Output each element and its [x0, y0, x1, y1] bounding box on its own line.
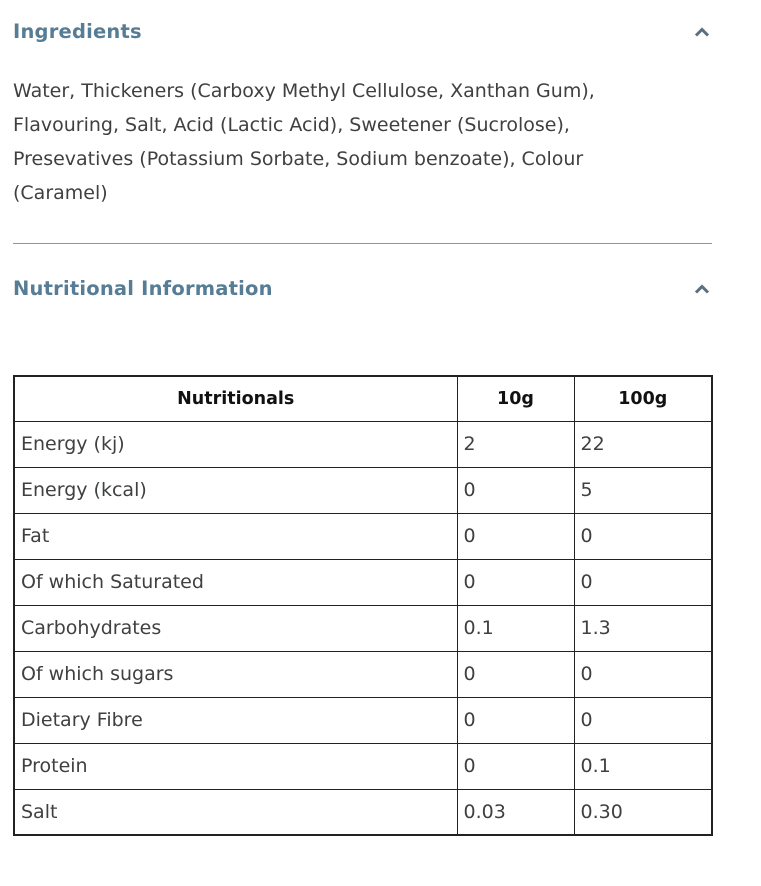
value-100g: 5 [573, 466, 713, 514]
value-10g: 0 [456, 558, 575, 606]
value-10g: 0 [456, 696, 575, 744]
value-100g: 0.30 [573, 788, 713, 836]
table-row: Energy (kcal) 0 5 [13, 466, 713, 514]
nutrient-label: Of which sugars [13, 650, 458, 698]
nutrient-label: Carbohydrates [13, 604, 458, 652]
value-100g: 0 [573, 512, 713, 560]
table-row: Energy (kj) 2 22 [13, 420, 713, 468]
value-10g: 0 [456, 466, 575, 514]
nutrient-label: Dietary Fibre [13, 696, 458, 744]
nutrient-label: Of which Saturated [13, 558, 458, 606]
value-10g: 2 [456, 420, 575, 468]
chevron-up-icon[interactable] [692, 281, 712, 297]
value-100g: 22 [573, 420, 713, 468]
section-divider [13, 243, 712, 244]
table-row: Salt 0.03 0.30 [13, 788, 713, 836]
value-10g: 0.03 [456, 788, 575, 836]
value-100g: 0 [573, 558, 713, 606]
nutrient-label: Energy (kj) [13, 420, 458, 468]
ingredients-section-title: Ingredients [13, 20, 142, 43]
value-10g: 0.1 [456, 604, 575, 652]
table-row: Of which Saturated 0 0 [13, 558, 713, 606]
value-10g: 0 [456, 650, 575, 698]
nutrition-section-title: Nutritional Information [13, 277, 273, 300]
nutrient-label: Protein [13, 742, 458, 790]
table-row: Of which sugars 0 0 [13, 650, 713, 698]
product-info-page: Ingredients Water, Thickeners (Carboxy M… [0, 20, 713, 836]
table-header-row: Nutritionals 10g 100g [13, 375, 713, 422]
column-header-nutritionals: Nutritionals [13, 375, 458, 422]
column-header-100g: 100g [573, 375, 713, 422]
nutrient-label: Fat [13, 512, 458, 560]
ingredients-text: Water, Thickeners (Carboxy Methyl Cellul… [13, 80, 595, 204]
table-row: Fat 0 0 [13, 512, 713, 560]
table-row: Carbohydrates 0.1 1.3 [13, 604, 713, 652]
value-100g: 0.1 [573, 742, 713, 790]
table-row: Dietary Fibre 0 0 [13, 696, 713, 744]
chevron-up-icon[interactable] [692, 24, 712, 40]
nutrient-label: Energy (kcal) [13, 466, 458, 514]
nutrition-table: Nutritionals 10g 100g Energy (kj) 2 22 E… [13, 375, 713, 836]
table-row: Protein 0 0.1 [13, 742, 713, 790]
nutrition-accordion-header[interactable]: Nutritional Information [13, 277, 712, 301]
value-100g: 1.3 [573, 604, 713, 652]
column-header-10g: 10g [456, 375, 575, 422]
value-10g: 0 [456, 512, 575, 560]
value-10g: 0 [456, 742, 575, 790]
value-100g: 0 [573, 696, 713, 744]
value-100g: 0 [573, 650, 713, 698]
ingredients-accordion-header[interactable]: Ingredients [13, 20, 712, 44]
nutrient-label: Salt [13, 788, 458, 836]
